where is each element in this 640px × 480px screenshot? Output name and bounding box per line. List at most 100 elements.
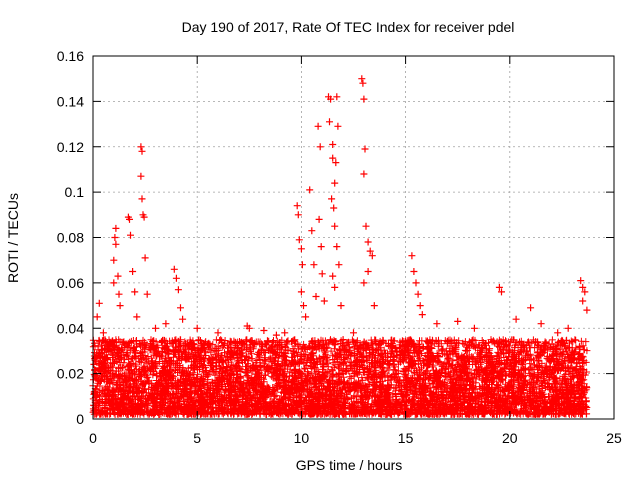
data-point — [328, 195, 336, 203]
data-point — [95, 299, 103, 307]
data-point — [129, 268, 137, 275]
data-point — [360, 95, 368, 103]
data-point — [295, 236, 303, 244]
data-point — [337, 302, 345, 310]
data-point — [141, 254, 149, 262]
data-point — [126, 215, 133, 223]
data-point — [333, 243, 341, 251]
y-tick-label: 0.04 — [57, 320, 84, 336]
data-point — [214, 329, 222, 337]
data-point — [115, 290, 123, 298]
data-point — [315, 215, 323, 223]
y-tick-label: 0 — [76, 411, 84, 427]
data-point — [329, 141, 337, 148]
x-tick-labels: 0 5 10 15 20 25 — [89, 430, 622, 446]
x-tick-label: 15 — [398, 430, 414, 446]
data-point — [360, 279, 368, 287]
data-point — [317, 243, 325, 251]
x-axis-label: GPS time / hours — [296, 457, 403, 473]
data-point — [314, 122, 322, 130]
data-point — [370, 302, 378, 310]
data-point — [364, 268, 372, 275]
data-point — [138, 147, 146, 155]
data-point — [170, 265, 178, 273]
data-point — [99, 329, 107, 337]
chart-title: Day 190 of 2017, Rate Of TEC Index for r… — [182, 19, 515, 35]
data-point — [293, 202, 301, 210]
data-point — [360, 170, 368, 178]
data-point — [310, 261, 318, 269]
data-point — [179, 315, 187, 323]
data-point — [332, 159, 340, 167]
data-point — [581, 288, 589, 296]
data-point — [93, 313, 101, 321]
data-point — [133, 313, 141, 321]
data-point — [331, 179, 339, 187]
data-point — [308, 227, 316, 235]
data-point — [495, 283, 503, 291]
data-point — [320, 297, 328, 305]
data-point — [152, 324, 159, 332]
data-point — [579, 283, 587, 291]
data-point — [143, 290, 151, 298]
data-point — [433, 320, 441, 328]
data-point — [366, 247, 374, 255]
data-point — [138, 195, 146, 203]
data-point — [335, 261, 343, 269]
data-point — [137, 143, 145, 151]
data-point — [564, 324, 572, 332]
data-point — [350, 329, 357, 337]
data-point — [331, 283, 339, 291]
data-point — [362, 222, 370, 230]
data-point — [334, 122, 342, 130]
data-point — [116, 302, 124, 310]
data-point — [302, 313, 310, 321]
data-point — [316, 143, 324, 151]
data-point — [537, 320, 545, 328]
data-point — [281, 329, 289, 337]
data-point — [111, 234, 119, 241]
data-point — [527, 304, 535, 312]
data-point — [359, 79, 367, 87]
data-point — [577, 277, 585, 285]
data-points — [89, 75, 591, 418]
data-point — [579, 297, 587, 305]
y-tick-label: 0.1 — [65, 184, 85, 200]
y-axis-label: ROTI / TECUs — [5, 193, 21, 283]
data-point — [498, 288, 505, 296]
y-tick-label: 0.06 — [57, 275, 84, 291]
data-point — [297, 245, 305, 253]
data-point — [330, 204, 338, 212]
data-point — [300, 302, 307, 310]
data-point — [298, 261, 306, 269]
data-point — [177, 304, 184, 312]
data-point — [318, 270, 326, 278]
data-point — [454, 317, 462, 325]
data-point — [110, 256, 118, 264]
data-point — [361, 145, 369, 153]
data-point — [327, 95, 335, 103]
y-tick-label: 0.02 — [57, 366, 84, 382]
data-point — [414, 290, 422, 298]
dense-data-band — [89, 336, 591, 418]
y-tick-label: 0.14 — [57, 93, 84, 109]
data-point — [112, 240, 120, 248]
data-point — [329, 154, 337, 162]
data-point — [137, 172, 145, 180]
y-tick-labels: 0 0.02 0.04 0.06 0.08 0.1 0.12 0.14 0.16 — [57, 48, 84, 427]
x-tick-label: 0 — [89, 430, 97, 446]
data-point — [193, 324, 201, 332]
data-point — [339, 336, 347, 344]
data-point — [297, 288, 305, 296]
data-point — [412, 279, 420, 287]
data-point — [172, 274, 180, 282]
data-point — [333, 93, 341, 101]
data-point — [294, 211, 302, 219]
data-point — [106, 342, 114, 350]
data-point — [554, 329, 562, 337]
data-point — [410, 268, 418, 275]
data-point — [272, 331, 280, 339]
data-point — [312, 293, 320, 300]
data-point — [127, 231, 134, 239]
